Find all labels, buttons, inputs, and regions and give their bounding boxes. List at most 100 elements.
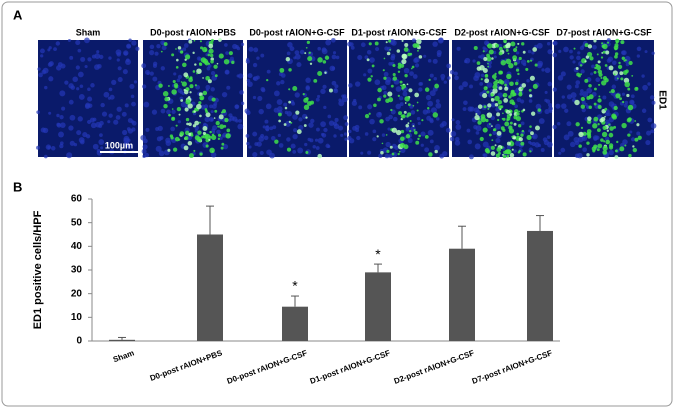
nucleus: [467, 139, 473, 145]
nucleus: [126, 138, 131, 143]
stain: [604, 115, 606, 118]
nucleus: [194, 125, 200, 131]
nucleus: [636, 46, 642, 52]
stain: [187, 140, 193, 146]
stain: [509, 99, 515, 105]
nucleus: [582, 147, 588, 153]
stain: [506, 141, 511, 146]
stain: [506, 154, 510, 158]
nucleus: [216, 129, 221, 135]
stain: [204, 49, 208, 52]
nucleus: [387, 127, 391, 131]
stain: [487, 65, 490, 68]
stain: [586, 132, 592, 137]
nucleus: [420, 131, 426, 137]
nucleus: [483, 40, 490, 46]
nucleus: [344, 122, 349, 126]
nucleus: [61, 106, 66, 111]
stain: [637, 135, 642, 140]
nucleus: [561, 95, 566, 99]
nucleus: [651, 100, 656, 105]
stain: [493, 80, 498, 86]
nucleus: [179, 90, 184, 95]
stain: [201, 135, 205, 139]
nucleus: [429, 73, 434, 78]
stain: [199, 62, 203, 66]
stain: [218, 38, 222, 42]
stain: [634, 137, 639, 142]
nucleus: [418, 87, 423, 92]
stain: [631, 74, 634, 77]
stain: [505, 43, 511, 49]
nucleus: [113, 119, 119, 125]
stain: [434, 83, 440, 89]
nucleus: [247, 81, 253, 88]
nucleus: [430, 107, 437, 114]
nucleus: [454, 140, 461, 146]
stain: [395, 129, 402, 136]
stain: [588, 105, 592, 109]
stain: [490, 145, 495, 150]
stain: [392, 73, 396, 77]
stain: [364, 113, 370, 119]
nucleus: [338, 100, 345, 107]
nucleus: [154, 51, 159, 56]
stain: [609, 91, 611, 93]
nucleus: [72, 76, 78, 82]
stain: [217, 125, 220, 128]
nucleus: [354, 124, 360, 130]
nucleus: [290, 100, 295, 104]
stain: [619, 71, 624, 76]
stain: [187, 103, 193, 109]
stain: [493, 128, 497, 132]
stain: [634, 120, 637, 122]
stain: [309, 62, 313, 65]
nucleus: [248, 145, 252, 149]
significance-marker: *: [375, 246, 381, 262]
nucleus: [292, 150, 297, 154]
stain: [593, 144, 598, 149]
stain: [522, 108, 526, 112]
nucleus: [642, 84, 648, 91]
nucleus: [158, 150, 165, 157]
stain: [477, 120, 482, 125]
stain: [213, 117, 216, 119]
stain: [490, 98, 495, 102]
stain: [512, 55, 518, 61]
stain: [307, 56, 313, 62]
nucleus: [479, 82, 484, 86]
stain: [414, 92, 420, 98]
stain: [284, 106, 288, 110]
nucleus: [412, 74, 418, 79]
nucleus: [252, 76, 257, 81]
nucleus: [126, 43, 132, 49]
stain: [386, 51, 391, 56]
stain: [317, 71, 323, 77]
nucleus: [427, 100, 434, 107]
nucleus: [528, 129, 532, 133]
stain: [205, 110, 209, 114]
stain: [509, 121, 513, 125]
nucleus: [576, 55, 581, 61]
nucleus: [115, 49, 122, 56]
stain: [185, 99, 191, 105]
y-tick-label: 10: [71, 312, 83, 323]
nucleus: [68, 99, 74, 105]
stain: [324, 55, 330, 60]
stain: [598, 95, 601, 98]
nucleus: [67, 38, 71, 42]
nucleus: [91, 54, 96, 59]
nucleus: [177, 74, 183, 79]
stain: [407, 122, 410, 125]
stain: [179, 50, 184, 54]
stain: [390, 84, 394, 88]
nucleus: [276, 81, 281, 86]
stain: [515, 46, 518, 49]
nucleus: [38, 72, 43, 78]
nucleus: [155, 145, 162, 152]
stain: [532, 83, 538, 89]
nucleus: [296, 62, 302, 68]
stain: [220, 146, 224, 150]
stain: [508, 62, 514, 69]
nucleus: [322, 84, 327, 89]
